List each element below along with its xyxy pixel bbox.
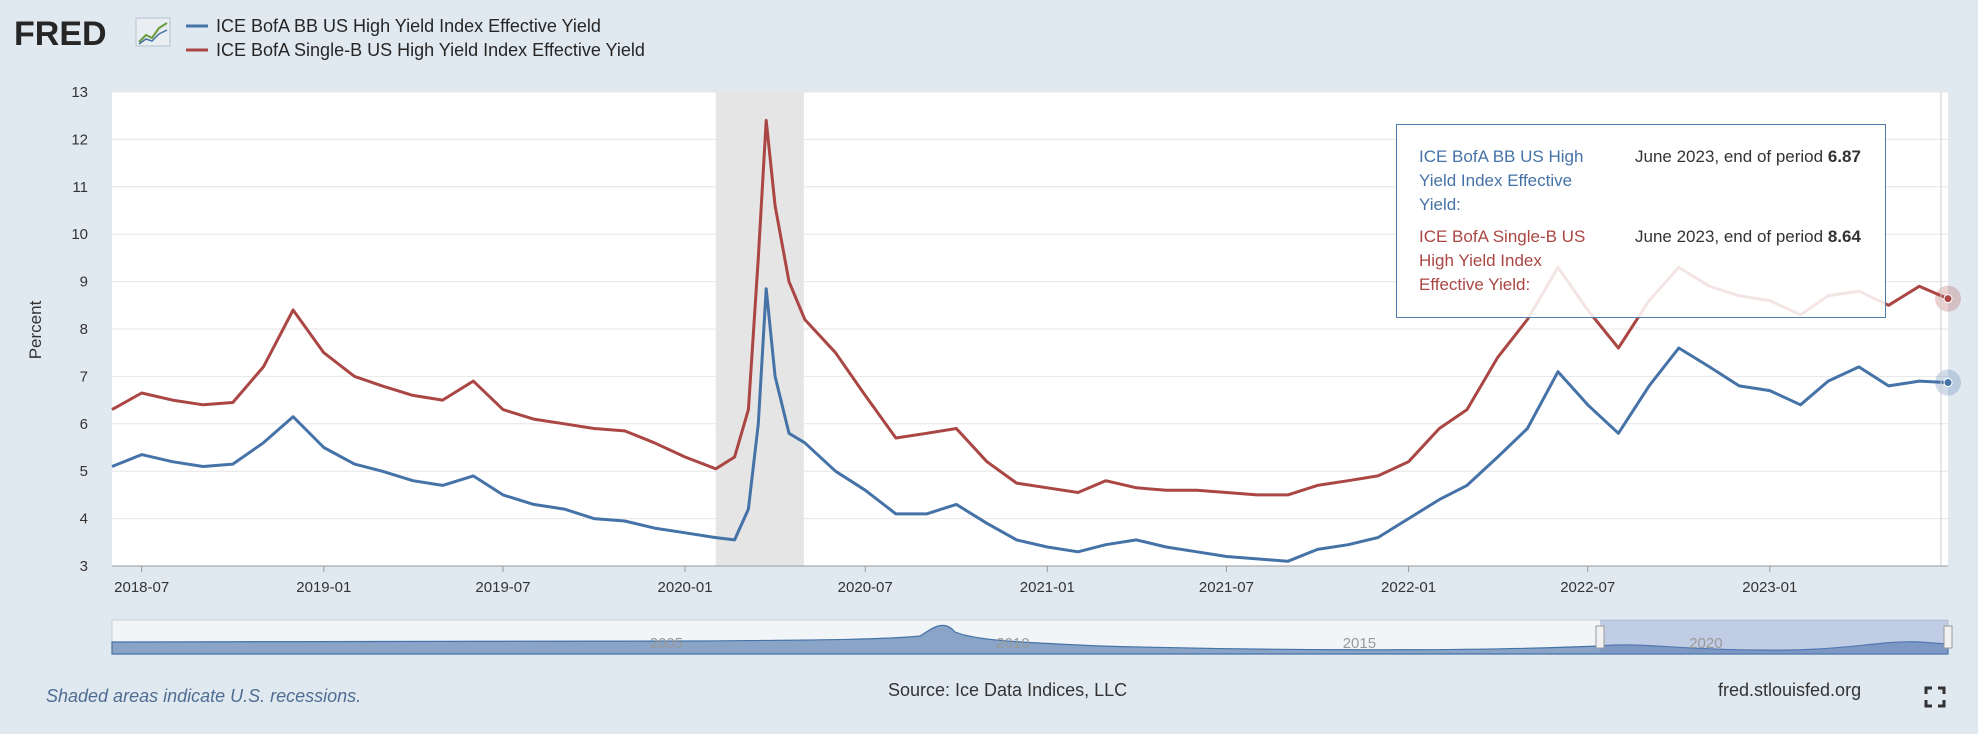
y-tick-label: 5: [80, 463, 88, 480]
tooltip-value: 8.64: [1827, 227, 1861, 246]
x-tick-label: 2021-01: [1020, 579, 1075, 596]
fred-logo[interactable]: FRED: [14, 15, 107, 53]
y-tick-label: 6: [80, 416, 88, 433]
y-tick-label: 4: [80, 511, 88, 528]
y-tick-label: 7: [80, 368, 88, 385]
navigator-tick-label: 2005: [650, 635, 683, 652]
site-link[interactable]: fred.stlouisfed.org: [1718, 680, 1862, 700]
y-axis: 3 4 5 6 7 8 9 10 11 12 13: [71, 84, 88, 575]
series-line-bb[interactable]: [111, 287, 1949, 563]
navigator-series: [111, 624, 1949, 655]
navigator-tick-label: 2020: [1689, 635, 1722, 652]
x-tick-label: 2018-07: [114, 579, 169, 596]
fred-graph-icon: [135, 17, 171, 47]
legend: ICE BofA BB US High Yield Index Effectiv…: [186, 16, 645, 60]
legend-item-label[interactable]: ICE BofA Single-B US High Yield Index Ef…: [216, 40, 645, 60]
x-tick-label: 2022-01: [1381, 579, 1436, 596]
navigator-right-handle[interactable]: [1943, 625, 1953, 649]
source-note: Source: Ice Data Indices, LLC: [888, 680, 1128, 700]
recession-note: Shaded areas indicate U.S. recessions.: [46, 686, 362, 706]
navigator[interactable]: 2005 2010 2015 2020: [111, 619, 1953, 655]
navigator-tick-label: 2015: [1343, 635, 1376, 652]
y-tick-label: 13: [71, 84, 88, 101]
x-tick-label: 2019-01: [296, 579, 351, 596]
y-axis-label: Percent: [26, 300, 45, 359]
y-tick-label: 10: [71, 226, 88, 243]
navigator-tick-label: 2010: [996, 635, 1029, 652]
x-tick-label: 2020-01: [658, 579, 713, 596]
hover-point[interactable]: [1943, 378, 1953, 388]
x-tick-label: 2020-07: [838, 579, 893, 596]
fullscreen-icon[interactable]: [1924, 686, 1946, 708]
tooltip: ICE BofA BB US High Yield Index Effectiv…: [1396, 124, 1886, 318]
y-tick-label: 8: [80, 321, 88, 338]
x-tick-label: 2023-01: [1742, 579, 1797, 596]
navigator-selection[interactable]: [1600, 620, 1948, 654]
x-tick-label: 2022-07: [1560, 579, 1615, 596]
tooltip-date: June 2023, end of period 8.64: [1635, 227, 1861, 246]
navigator-left-handle[interactable]: [1595, 625, 1605, 649]
tooltip-series-name: ICE BofA Single-B US High Yield Index Ef…: [1419, 227, 1586, 294]
navigator-ticks: 2005 2010 2015 2020: [650, 635, 1723, 652]
x-axis: 2018-07 2019-01 2019-07 2020-01 2020-07 2021-…: [112, 565, 1948, 596]
y-tick-label: 9: [80, 274, 88, 291]
y-tick-label: 12: [71, 131, 88, 148]
x-tick-label: 2019-07: [475, 579, 530, 596]
hover-point[interactable]: [1943, 294, 1953, 304]
tooltip-series-name: ICE BofA BB US High Yield Index Effectiv…: [1419, 147, 1584, 214]
y-tick-label: 11: [72, 179, 88, 196]
series-lines: [111, 118, 1949, 563]
x-tick-label: 2021-07: [1199, 579, 1254, 596]
y-tick-label: 3: [80, 558, 88, 575]
tooltip-date: June 2023, end of period 6.87: [1635, 147, 1861, 166]
series-line-single-b[interactable]: [111, 118, 1949, 497]
tooltip-value: 6.87: [1827, 147, 1861, 166]
legend-item-label[interactable]: ICE BofA BB US High Yield Index Effectiv…: [216, 16, 601, 36]
